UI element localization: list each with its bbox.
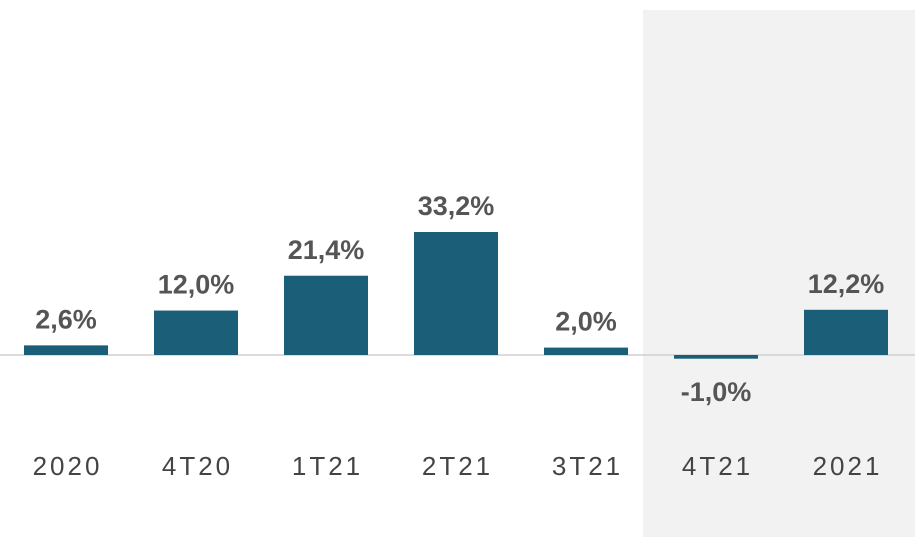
bar xyxy=(284,275,368,355)
value-label: 21,4% xyxy=(288,235,365,265)
x-tick-label: 4T20 xyxy=(162,451,233,481)
bar xyxy=(674,355,758,359)
x-tick-label: 4T21 xyxy=(682,451,753,481)
bar xyxy=(24,345,108,355)
value-label: 12,2% xyxy=(808,269,885,299)
highlight-band xyxy=(643,10,915,537)
x-tick-label: 2021 xyxy=(813,451,883,481)
value-label: -1,0% xyxy=(681,377,752,407)
x-tick-label: 3T21 xyxy=(552,451,623,481)
x-tick-label: 2T21 xyxy=(422,451,493,481)
value-label: 33,2% xyxy=(418,191,495,221)
bar xyxy=(804,309,888,355)
value-label: 2,6% xyxy=(35,304,97,334)
bar xyxy=(154,310,238,355)
bar xyxy=(544,347,628,355)
value-label: 2,0% xyxy=(555,307,617,337)
value-label: 12,0% xyxy=(158,270,235,300)
x-tick-label: 1T21 xyxy=(292,451,363,481)
bar xyxy=(414,232,498,355)
x-tick-label: 2020 xyxy=(33,451,103,481)
